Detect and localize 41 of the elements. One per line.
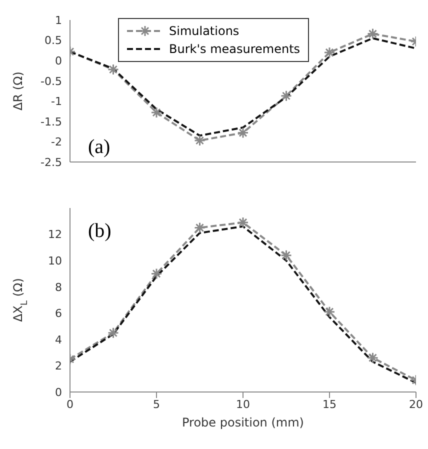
point [194,222,206,234]
point [237,127,249,139]
point [280,90,292,102]
legend-label: Simulations [169,24,240,38]
y-tick-label: -1 [51,95,62,108]
y-tick-label: 12 [48,228,62,242]
x-tick-label: 0 [66,398,74,411]
y-tick-label: -0.5 [40,74,62,88]
y-axis-title: ΔR (Ω) [11,72,25,110]
point [194,134,206,146]
annotation: (b) [88,220,112,243]
point [150,106,162,118]
point [237,216,249,228]
x-tick-label: 10 [236,398,250,411]
y-tick-label: 0.5 [44,34,62,48]
point [150,268,162,280]
point [324,46,336,58]
y-tick-label: 2 [55,360,62,373]
y-tick-label: 0 [55,54,62,68]
y-tick-label: 10 [48,254,62,268]
x-axis-title: Probe position (mm) [182,416,304,430]
line-series [70,37,416,137]
point [324,306,336,318]
y-tick-label: -2.5 [40,156,62,169]
y-tick-label: -2 [51,136,62,149]
point [108,64,119,76]
x-tick-label: 5 [153,398,160,411]
point [367,352,378,364]
point [108,327,119,339]
legend-label: Burk's measurements [169,42,300,56]
point [280,250,292,262]
y-tick-label: 8 [55,280,62,294]
x-tick-label: 20 [409,398,423,411]
y-tick-label: -1.5 [40,115,62,128]
y-tick-label: 6 [55,307,62,320]
annotation: (a) [88,136,110,159]
x-tick-label: 15 [322,398,336,411]
y-tick-label: 4 [55,333,62,346]
point [367,28,378,40]
y-tick-label: 0 [55,386,62,399]
y-tick-label: 1 [55,14,62,27]
